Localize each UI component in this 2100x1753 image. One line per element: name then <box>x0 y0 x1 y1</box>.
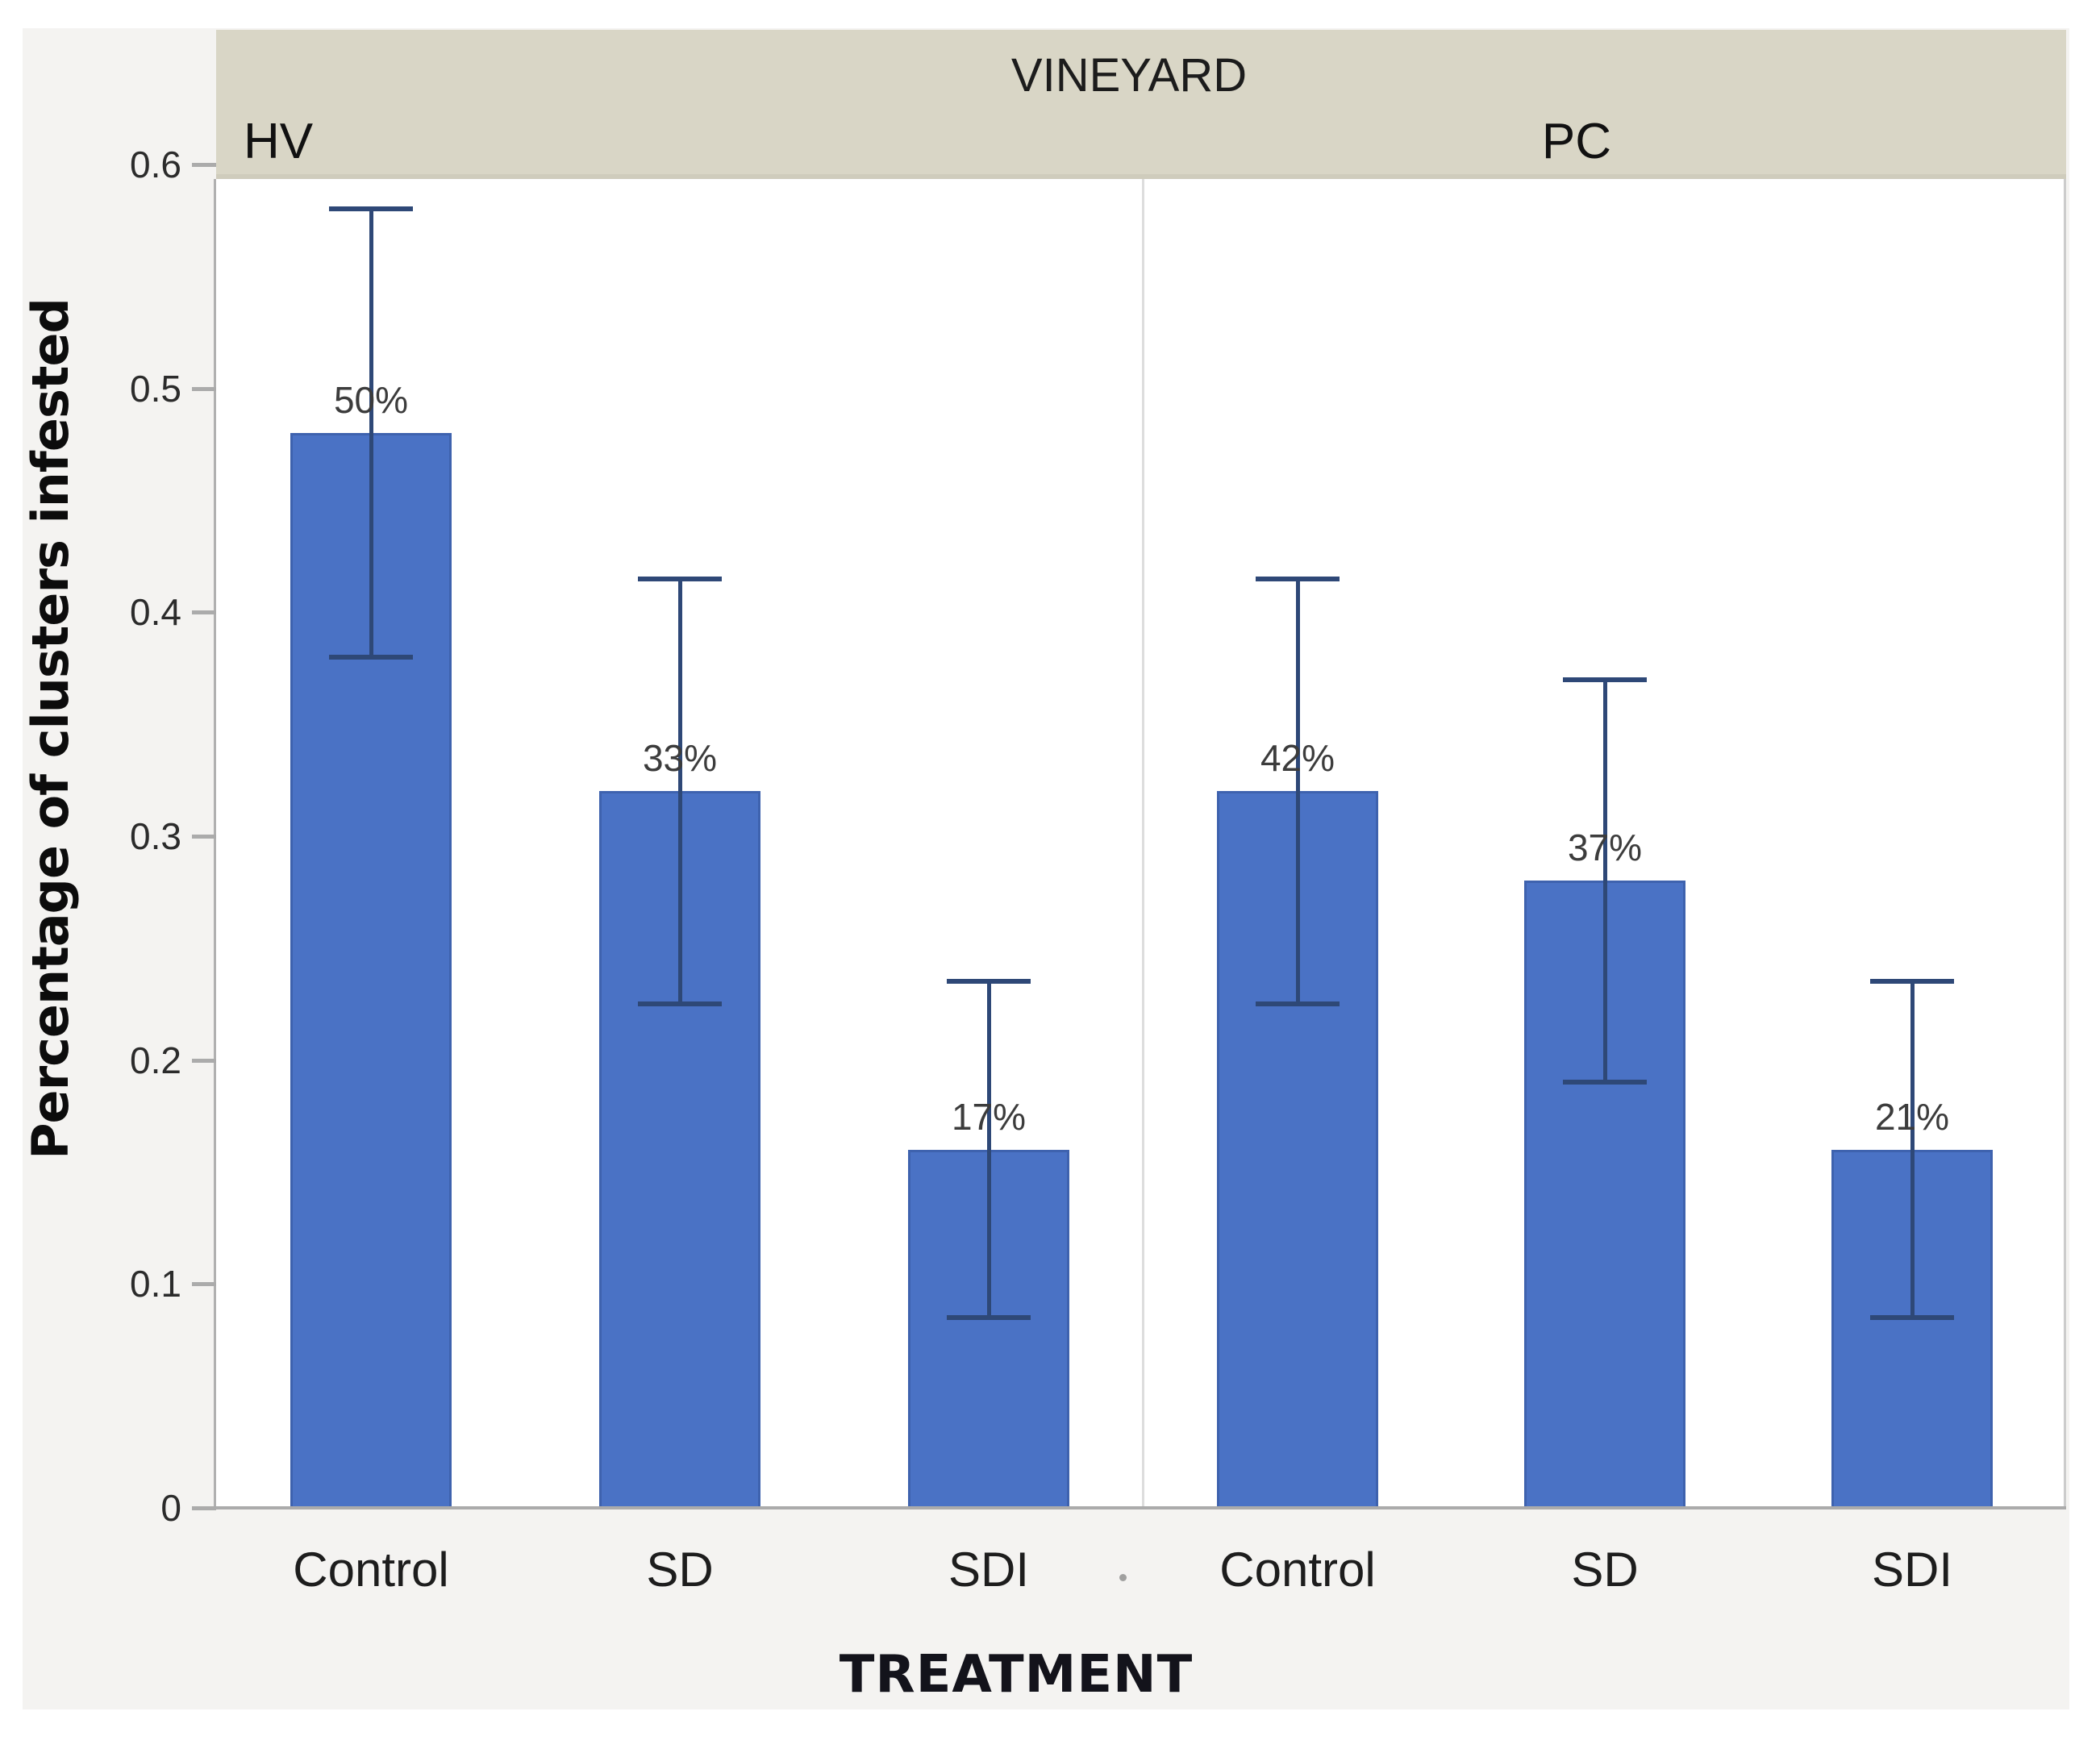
y-axis-line <box>214 179 216 1509</box>
x-category-label: SD <box>1571 1543 1639 1597</box>
bar-value-label: 33% <box>642 737 718 779</box>
error-bar-cap-top <box>947 979 1031 984</box>
plot-right-border <box>2064 179 2066 1509</box>
x-category-label: SDI <box>948 1543 1030 1597</box>
y-tick-label: 0.6 <box>130 144 181 185</box>
y-tick-mark <box>192 835 216 839</box>
error-bar-line <box>369 209 373 657</box>
y-tick-label: 0.5 <box>130 368 181 410</box>
y-tick-label: 0.1 <box>130 1263 181 1305</box>
x-category-label: Control <box>293 1543 449 1597</box>
error-bar-line <box>1603 680 1607 1082</box>
error-bar-cap-bottom <box>329 655 413 660</box>
x-axis-line <box>215 1506 2066 1509</box>
bar-value-label: 17% <box>951 1096 1027 1138</box>
error-bar-line <box>1910 981 1915 1318</box>
y-tick-mark <box>192 1059 216 1063</box>
x-category-label: SD <box>646 1543 714 1597</box>
error-bar-cap-top <box>1256 577 1340 581</box>
bar-value-label: 37% <box>1567 827 1643 868</box>
panel-divider <box>1142 179 1144 1508</box>
error-bar-cap-top <box>638 577 722 581</box>
bar-value-label: 21% <box>1874 1096 1950 1138</box>
error-bar-cap-bottom <box>1256 1001 1340 1006</box>
error-bar-line <box>1296 579 1300 1004</box>
y-tick-mark <box>192 1282 216 1286</box>
error-bar-cap-top <box>329 206 413 211</box>
error-bar-cap-bottom <box>1870 1315 1954 1320</box>
y-tick-label: 0 <box>160 1487 181 1529</box>
error-bar-line <box>678 579 682 1004</box>
y-tick-mark <box>192 610 216 614</box>
error-bar-cap-bottom <box>638 1001 722 1006</box>
bar-value-label: 50% <box>333 379 409 421</box>
bar-value-label: 42% <box>1260 737 1335 779</box>
plot-area <box>216 179 2066 1508</box>
error-bar-cap-bottom <box>1563 1080 1647 1085</box>
y-tick-label: 0.4 <box>130 591 181 633</box>
y-tick-label: 0.2 <box>130 1039 181 1081</box>
y-axis-title: Percentage of clusters infested <box>21 298 80 1160</box>
error-bar-cap-top <box>1563 677 1647 682</box>
stray-dot <box>1119 1574 1127 1581</box>
x-axis-title: TREATMENT <box>839 1645 1194 1705</box>
y-tick-mark <box>192 1506 216 1510</box>
panel-label-hv: HV <box>244 114 314 169</box>
y-tick-label: 0.3 <box>130 815 181 857</box>
y-tick-mark <box>192 387 216 391</box>
error-bar-cap-top <box>1870 979 1954 984</box>
y-tick-mark <box>192 163 216 167</box>
panel-label-pc: PC <box>1541 114 1612 169</box>
vineyard-header-band <box>216 30 2066 179</box>
error-bar-line <box>987 981 991 1318</box>
x-category-label: SDI <box>1871 1543 1953 1597</box>
chart-group-title: VINEYARD <box>1010 49 1248 102</box>
x-category-label: Control <box>1219 1543 1376 1597</box>
error-bar-cap-bottom <box>947 1315 1031 1320</box>
